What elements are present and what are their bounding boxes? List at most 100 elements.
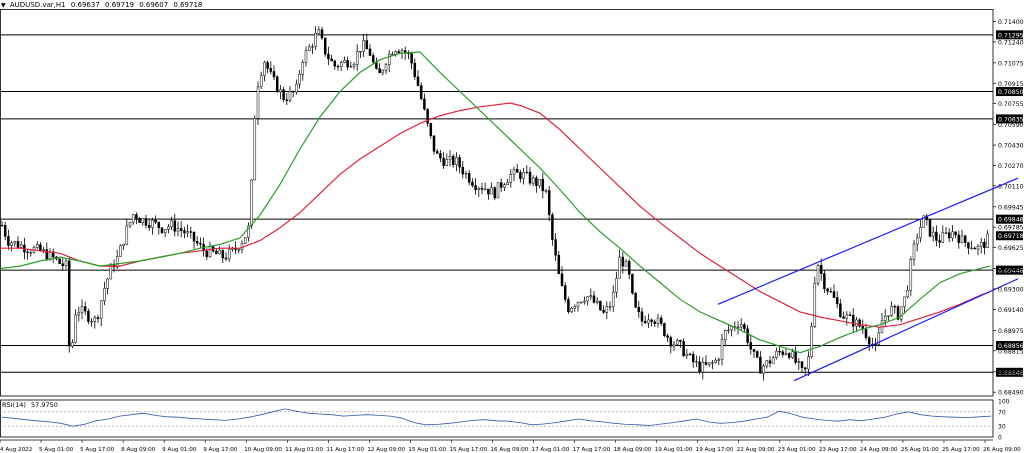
candle-body xyxy=(541,178,545,192)
candle-body xyxy=(791,351,794,358)
candle-body xyxy=(464,173,468,175)
candle-body xyxy=(810,326,813,357)
candle-body xyxy=(947,232,951,239)
x-tick-label: 17 Aug 17:00 xyxy=(573,447,611,453)
candle-body xyxy=(192,231,196,242)
x-tick-label: 19 Aug 17:00 xyxy=(696,447,734,453)
x-tick-label: 24 Aug 09:00 xyxy=(860,447,898,453)
rsi-tick-label: 70 xyxy=(998,409,1006,416)
y-tick-label: 0.69140 xyxy=(998,307,1024,314)
candle-body xyxy=(970,247,973,250)
candle-body xyxy=(787,353,791,358)
candle-body xyxy=(589,295,593,297)
candle-body xyxy=(535,177,538,186)
candle-body xyxy=(599,300,602,311)
rsi-plot-frame xyxy=(0,399,994,438)
candle-body xyxy=(195,241,199,244)
candle-body xyxy=(483,188,487,191)
x-tick-label: 18 Aug 09:00 xyxy=(614,447,652,453)
collapse-triangle-icon[interactable]: ▼ xyxy=(1,2,6,9)
close-value: 0.69718 xyxy=(173,1,203,9)
candle-body xyxy=(819,264,823,274)
candle-body xyxy=(282,89,285,101)
candle-body xyxy=(29,252,33,254)
candle-body xyxy=(931,231,935,237)
candle-body xyxy=(122,243,125,246)
level-price-label: 0.68856 xyxy=(998,343,1024,350)
candle-body xyxy=(730,326,733,331)
candle-body xyxy=(311,46,314,48)
candle-body xyxy=(794,351,797,363)
candle-body xyxy=(490,187,493,195)
y-tick-label: 0.71400 xyxy=(998,19,1024,26)
level-price-label: 0.69848 xyxy=(998,217,1024,224)
candle-body xyxy=(157,221,161,229)
candle-body xyxy=(183,230,186,234)
candle-body xyxy=(138,217,141,223)
candle-body xyxy=(957,234,961,243)
candle-body xyxy=(266,62,269,69)
symbol-label: AUDUSD.var,H1 xyxy=(9,1,66,9)
candle-body xyxy=(944,232,948,234)
candle-body xyxy=(493,187,497,199)
candle-body xyxy=(919,227,922,239)
rsi-tick-label: 30 xyxy=(998,424,1006,431)
candle-body xyxy=(573,306,577,309)
trend-channel xyxy=(717,177,1019,382)
candle-body xyxy=(823,273,826,290)
candle-body xyxy=(832,291,836,298)
x-tick-label: 26 Aug 09:00 xyxy=(983,447,1021,453)
x-tick-label: 19 Aug 01:00 xyxy=(655,447,693,453)
candle-body xyxy=(333,60,337,67)
candle-body xyxy=(397,51,401,54)
candle-body xyxy=(154,219,157,223)
candle-body xyxy=(650,319,653,323)
candle-body xyxy=(986,233,989,248)
candle-body xyxy=(976,245,980,250)
level-price-tag xyxy=(996,87,1023,97)
candle-body xyxy=(775,351,778,358)
candle-body xyxy=(935,231,938,241)
candle-body xyxy=(592,295,596,303)
candle-body xyxy=(362,40,365,52)
candle-body xyxy=(35,244,39,248)
y-tick-label: 0.69460 xyxy=(998,266,1024,273)
candle-body xyxy=(320,29,324,39)
y-tick-label: 0.70430 xyxy=(998,143,1024,150)
candle-body xyxy=(442,157,445,166)
candle-body xyxy=(663,323,666,336)
candle-body xyxy=(723,330,727,340)
y-tick-label: 0.70270 xyxy=(998,163,1024,170)
candle-body xyxy=(0,225,4,227)
candle-body xyxy=(352,64,356,67)
candle-body xyxy=(951,231,954,239)
x-tick-label: 4 Aug 2022 xyxy=(0,447,32,453)
candle-body xyxy=(247,225,250,238)
low-value: 0.69607 xyxy=(139,1,169,9)
candle-body xyxy=(435,151,439,154)
candle-body xyxy=(394,51,397,55)
candle-body xyxy=(67,260,71,347)
candle-body xyxy=(349,65,353,68)
candle-body xyxy=(151,219,154,228)
candle-body xyxy=(131,214,135,223)
candle-body xyxy=(487,188,490,195)
candle-body xyxy=(471,182,474,186)
candle-body xyxy=(346,60,349,68)
candle-body xyxy=(739,324,743,328)
candle-body xyxy=(627,260,631,275)
candle-body xyxy=(887,315,890,317)
candle-body xyxy=(698,361,701,373)
rsi-tick-label: 100 xyxy=(998,399,1010,406)
x-tick-label: 22 Aug 09:00 xyxy=(737,447,775,453)
candle-body xyxy=(915,237,919,245)
candle-body xyxy=(208,246,212,257)
candle-body xyxy=(7,236,10,246)
candle-body xyxy=(103,288,106,302)
candle-body xyxy=(656,317,660,324)
candle-body xyxy=(432,135,436,152)
candle-body xyxy=(215,250,218,255)
candle-body xyxy=(803,367,807,370)
candle-body xyxy=(602,309,605,313)
